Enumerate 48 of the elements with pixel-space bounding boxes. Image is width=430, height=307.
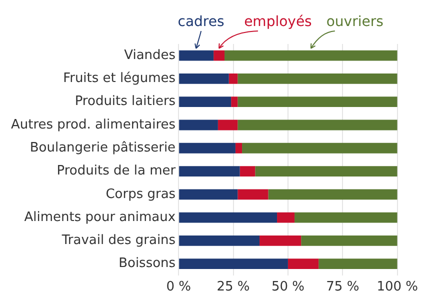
- bar: [242, 142, 398, 154]
- y-tick-label: Corps gras: [106, 186, 176, 202]
- bar: [179, 212, 278, 223]
- bar: [301, 235, 398, 246]
- bar: [179, 142, 236, 154]
- bar: [238, 74, 398, 84]
- bar: [277, 212, 295, 223]
- bar: [238, 96, 398, 108]
- bar: [179, 74, 229, 84]
- y-tick-label: Produits de la mer: [56, 164, 176, 179]
- x-tick-label: 100 %: [376, 280, 418, 295]
- bar: [288, 258, 319, 270]
- bar: [228, 74, 238, 84]
- x-tick-label: 75 %: [326, 280, 360, 295]
- bar: [179, 96, 232, 108]
- y-tick-label: Autres prod. alimentaires: [10, 117, 176, 132]
- y-tick-label: Aliments pour animaux: [24, 210, 176, 225]
- y-tick-label: Travail des grains: [60, 233, 176, 248]
- bar: [238, 189, 268, 200]
- bar: [240, 166, 256, 176]
- bar: [214, 50, 225, 61]
- bar: [238, 120, 398, 130]
- bar: [294, 212, 398, 223]
- bar: [231, 96, 238, 108]
- bar: [268, 189, 398, 200]
- y-tick-label: Produits laitiers: [74, 94, 176, 110]
- bar: [179, 189, 238, 200]
- x-tick-label: 0 %: [166, 280, 191, 295]
- y-tick-label: Fruits et légumes: [63, 71, 176, 86]
- bar: [318, 258, 398, 270]
- bar: [224, 50, 398, 61]
- series-label: ouvriers: [326, 14, 384, 30]
- bar: [235, 142, 242, 154]
- series-label: cadres: [178, 14, 224, 30]
- x-tick-label: 50 %: [271, 280, 304, 295]
- bar: [179, 120, 218, 130]
- bar: [179, 50, 214, 61]
- x-tick-label: 25 %: [216, 280, 250, 295]
- y-tick-label: Viandes: [124, 48, 176, 63]
- y-tick-label: Boulangerie pâtisserie: [30, 140, 176, 156]
- bar: [179, 166, 240, 176]
- bar: [179, 258, 288, 270]
- bar: [218, 120, 238, 130]
- bar: [179, 235, 260, 246]
- bar: [260, 235, 302, 246]
- bar: [255, 166, 398, 176]
- text: employés: [244, 14, 312, 30]
- y-tick-label: Boissons: [118, 256, 176, 272]
